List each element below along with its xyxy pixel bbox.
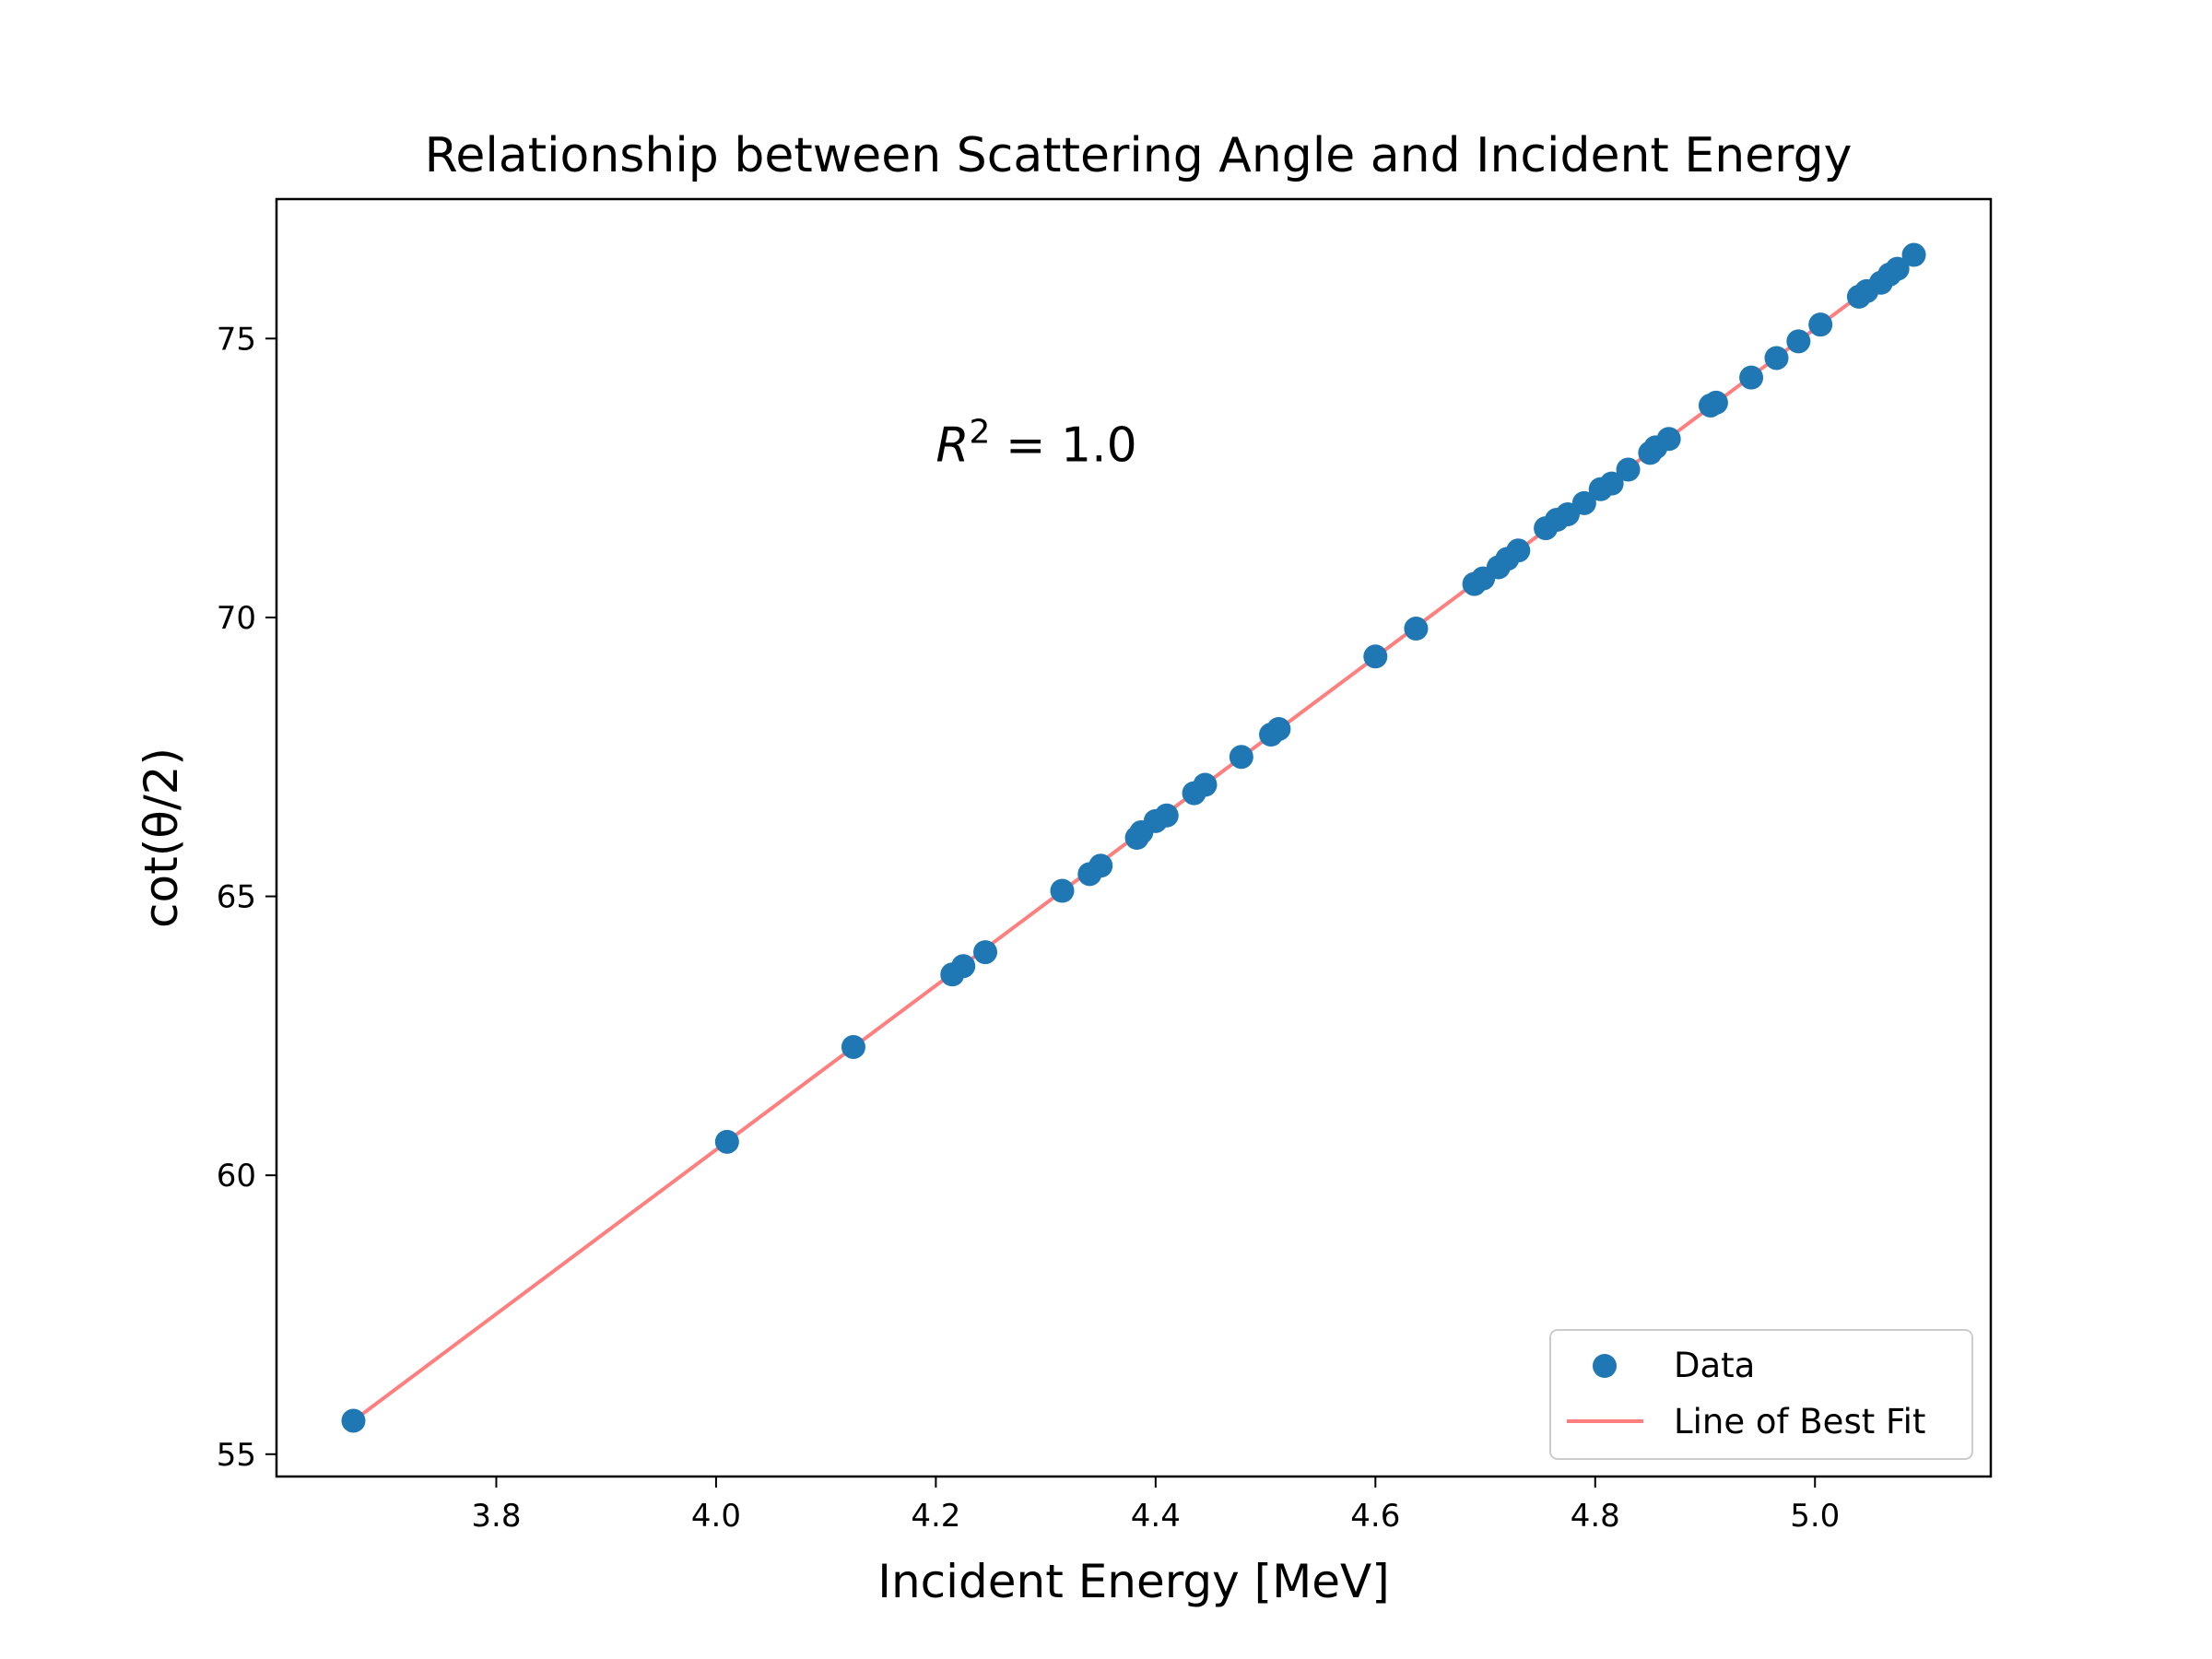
data-point [951, 954, 976, 979]
plot-frame [275, 197, 1993, 1478]
chart-title: Relationship between Scattering Angle an… [425, 128, 1853, 183]
x-tick-label: 3.8 [471, 1498, 521, 1535]
legend-fit-label: Line of Best Fit [1674, 1402, 1925, 1441]
data-point [1808, 312, 1833, 337]
r-squared-annotation: R2 = 1.0 [935, 413, 1136, 473]
data-point [841, 1034, 865, 1059]
data-point [1154, 803, 1179, 828]
x-tick-label: 5.0 [1790, 1498, 1840, 1535]
data-point [1656, 427, 1681, 452]
data-point [1571, 490, 1596, 515]
y-tick-label: 70 [217, 600, 256, 637]
data-point [1266, 716, 1291, 741]
x-tick-label: 4.6 [1350, 1498, 1400, 1535]
plot-layer [341, 242, 1926, 1433]
data-point [1599, 471, 1624, 496]
data-point [714, 1129, 739, 1154]
x-tick-label: 4.2 [911, 1498, 960, 1535]
x-axis-ticks: 3.8 4.0 4.2 4.4 4.6 4.8 5.0 [471, 1477, 1840, 1535]
legend-box [1549, 1329, 1973, 1460]
legend-data-label: Data [1674, 1346, 1755, 1385]
x-tick-label: 4.8 [1571, 1498, 1620, 1535]
annotation-superscript: 2 [970, 413, 991, 451]
x-tick-label: 4.0 [691, 1498, 741, 1535]
x-axis-label: Incident Energy [MeV] [877, 1555, 1390, 1608]
data-point [1363, 644, 1388, 669]
y-tick-label: 60 [217, 1158, 256, 1194]
data-point [1229, 745, 1253, 770]
y-tick-label: 55 [217, 1437, 256, 1474]
y-axis-label: cot(θ/2) [135, 747, 188, 928]
data-point [973, 940, 998, 965]
x-tick-label: 4.4 [1131, 1498, 1181, 1535]
data-point [1506, 538, 1531, 563]
data-point [1088, 853, 1113, 878]
y-tick-label: 65 [217, 879, 256, 916]
data-point [1404, 617, 1429, 641]
data-point [341, 1408, 366, 1433]
annotation-value: = 1.0 [990, 418, 1136, 473]
data-point [1739, 365, 1764, 390]
data-point [1885, 256, 1910, 281]
y-axis-ticks: 55 60 65 70 75 [217, 321, 276, 1474]
legend: Data Line of Best Fit [1549, 1329, 1973, 1460]
data-point [1050, 878, 1075, 903]
y-tick-label: 75 [217, 321, 256, 358]
data-point [1703, 390, 1728, 415]
data-point [1193, 772, 1218, 797]
data-point [1616, 457, 1641, 482]
data-point [1901, 242, 1926, 267]
legend-data-marker [1593, 1354, 1617, 1378]
annotation-base: R [935, 418, 969, 473]
data-point [1786, 329, 1811, 354]
data-point [1764, 346, 1789, 371]
